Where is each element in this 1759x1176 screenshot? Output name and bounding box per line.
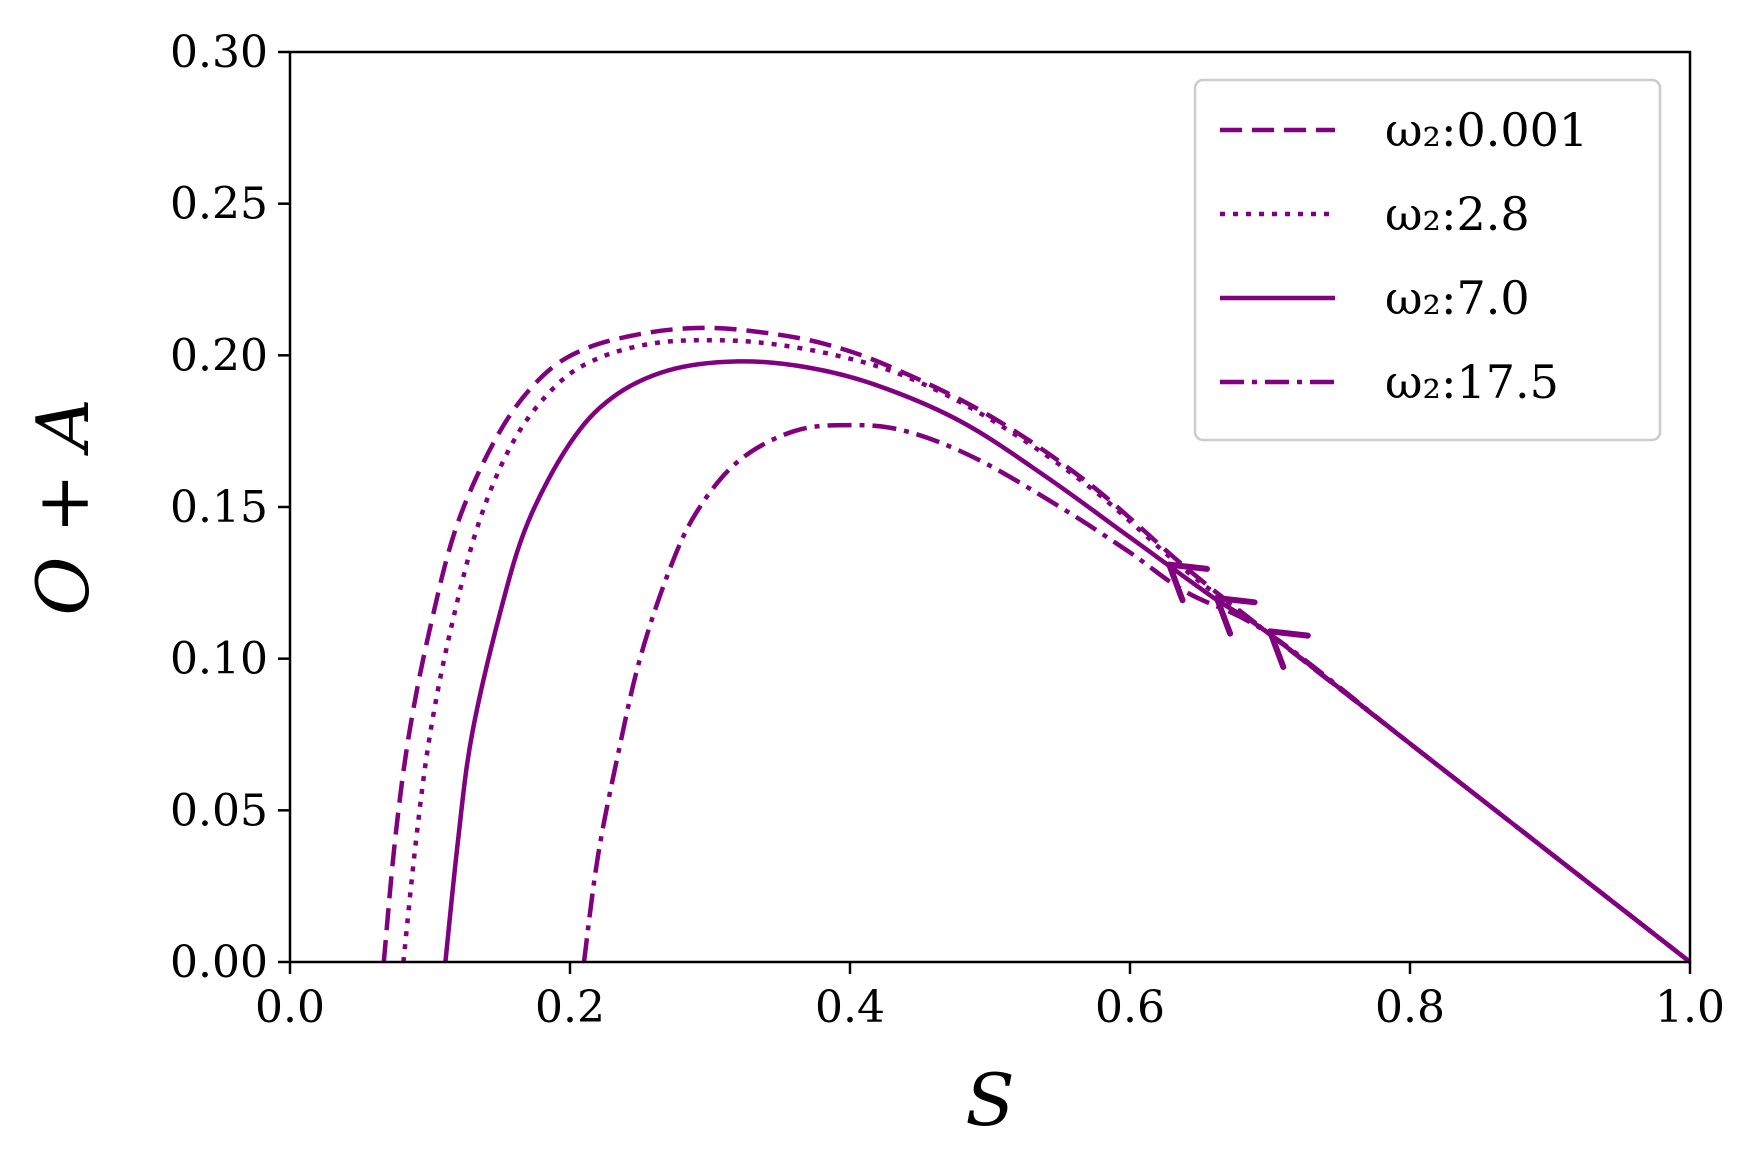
y-tick-label: 0.20 [170,330,268,381]
y-axis-ticks: 0.00 0.05 0.10 0.15 0.20 0.25 0.30 [170,27,290,988]
direction-arrow-1 [1166,561,1210,604]
y-tick-label: 0.00 [170,937,268,988]
x-axis-label: S [965,1058,1014,1142]
arrow-layer [1166,561,1311,670]
y-tick-label: 0.25 [170,179,268,230]
legend-label-4: ω₂:17.5 [1385,355,1559,409]
x-tick-label: 0.0 [255,982,325,1033]
x-axis-ticks: 0.0 0.2 0.4 0.6 0.8 1.0 [255,962,1725,1033]
y-axis-label: O + A [21,398,105,615]
legend-box [1193,78,1662,442]
y-tick-label: 0.05 [170,785,268,836]
series-line-4 [581,422,1692,964]
legend-items: ω₂:0.001 ω₂:2.8 ω₂:7.0 ω₂:17.5 [1220,103,1588,409]
legend-label-2: ω₂:2.8 [1385,187,1530,241]
x-tick-label: 0.4 [815,982,885,1033]
legend-label-3: ω₂:7.0 [1385,271,1530,325]
series-line-3 [443,359,1692,964]
y-tick-label: 0.10 [170,634,268,685]
x-tick-label: 0.6 [1095,982,1165,1033]
x-tick-label: 1.0 [1655,982,1725,1033]
y-tick-label: 0.15 [170,482,268,533]
y-tick-label: 0.30 [170,27,268,78]
legend-label-1: ω₂:0.001 [1385,103,1588,157]
x-tick-label: 0.2 [535,982,605,1033]
legend: ω₂:0.001 ω₂:2.8 ω₂:7.0 ω₂:17.5 [1193,78,1662,442]
series-layer [381,325,1692,964]
direction-arrow-3 [1267,628,1311,670]
x-tick-label: 0.8 [1375,982,1445,1033]
series-line-1 [381,325,1692,964]
direction-arrow-2 [1213,595,1258,637]
